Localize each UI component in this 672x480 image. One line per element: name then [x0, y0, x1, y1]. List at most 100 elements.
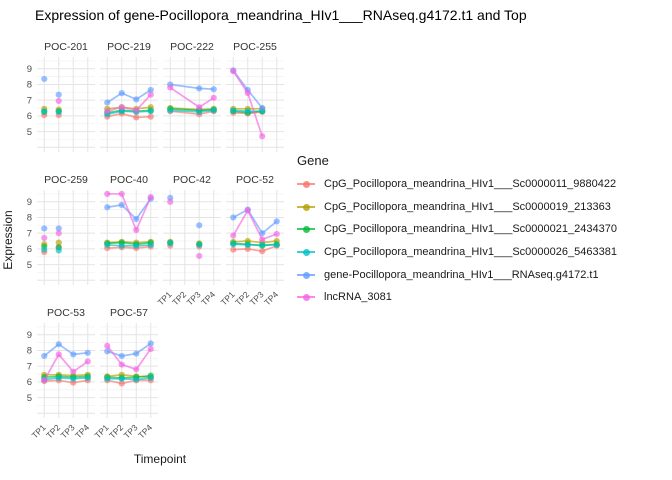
x-axis-title: Timepoint — [134, 452, 187, 466]
data-point — [167, 84, 174, 91]
data-point — [273, 218, 280, 225]
data-point — [259, 104, 266, 112]
data-point — [259, 248, 266, 255]
data-point — [104, 342, 111, 349]
data-point — [55, 97, 62, 105]
data-point — [104, 108, 111, 115]
x-tick-label: TP4 — [73, 422, 91, 440]
data-point — [230, 68, 237, 75]
facet-strip-label: POC-259 — [44, 174, 88, 186]
series-line — [106, 342, 152, 357]
data-point — [259, 236, 266, 243]
y-tick-label: 9 — [27, 197, 32, 208]
series-line — [107, 193, 152, 233]
series-line — [107, 245, 151, 249]
data-point — [41, 234, 48, 241]
series-line — [44, 375, 88, 379]
series-line — [44, 379, 88, 384]
facet-panel-POC-40: POC-40 — [100, 174, 158, 285]
series-line — [233, 243, 277, 246]
data-point — [273, 241, 280, 249]
x-tick-label: TP4 — [136, 422, 154, 440]
facet-strip-label: POC-40 — [110, 174, 148, 186]
data-point — [133, 242, 140, 249]
series-line — [170, 83, 214, 91]
data-point — [41, 246, 48, 253]
data-point — [259, 133, 266, 140]
data-point — [104, 241, 111, 249]
facet-strip-label: POC-201 — [44, 41, 88, 53]
data-point — [70, 368, 77, 375]
data-point — [118, 242, 125, 249]
data-point — [118, 361, 125, 368]
data-point — [118, 375, 125, 382]
legend-key-icon — [297, 200, 315, 214]
data-point — [196, 108, 203, 116]
data-point — [133, 366, 140, 373]
x-tick-label: TP4 — [199, 289, 217, 307]
data-point — [55, 239, 62, 246]
chart-title: Expression of gene-Pocillopora_meandrina… — [35, 7, 527, 23]
facet-strip-label: POC-52 — [236, 174, 274, 186]
data-point — [55, 351, 62, 358]
data-point — [70, 351, 77, 358]
data-point — [273, 230, 280, 238]
data-point — [244, 207, 251, 214]
facet-panel-POC-255: POC-255 — [226, 41, 284, 152]
data-point — [41, 225, 48, 232]
legend-item-label: CpG_Pocillopora_meandrina_HIv1___Sc00000… — [324, 223, 617, 236]
data-point — [147, 345, 154, 353]
series-line — [107, 110, 151, 116]
legend-item-3: CpG_Pocillopora_meandrina_HIv1___Sc00000… — [297, 241, 617, 264]
data-point — [133, 96, 140, 103]
data-point — [244, 90, 251, 97]
facet-panel-POC-201: POC-201 — [37, 41, 95, 152]
legend-item-5: lncRNA_3081 — [297, 286, 617, 309]
y-tick-label: 5 — [27, 260, 32, 271]
data-point — [70, 375, 77, 382]
data-point — [147, 193, 154, 201]
data-point — [133, 107, 140, 114]
data-point — [104, 190, 111, 198]
facet-strip-label: POC-57 — [110, 307, 148, 319]
y-tick-label: 6 — [27, 377, 32, 388]
data-point — [55, 374, 62, 382]
data-point — [55, 108, 62, 116]
y-tick-label: 9 — [27, 64, 32, 75]
data-point — [133, 226, 140, 234]
data-point — [230, 214, 237, 221]
series-line — [43, 352, 89, 381]
data-point — [55, 91, 62, 98]
data-point — [196, 85, 203, 92]
series-line — [106, 89, 152, 104]
y-tick-label: 6 — [27, 111, 32, 122]
series-line — [107, 377, 151, 381]
legend-item-label: CpG_Pocillopora_meandrina_HIv1___Sc00000… — [324, 246, 617, 259]
series-line — [107, 374, 151, 379]
series-line — [232, 208, 278, 235]
data-point — [118, 104, 125, 111]
y-tick-label: 5 — [27, 393, 32, 404]
data-point — [147, 91, 154, 98]
legend-item-1: CpG_Pocillopora_meandrina_HIv1___Sc00000… — [297, 196, 617, 219]
data-point — [84, 374, 91, 382]
data-point — [230, 107, 237, 114]
series-line — [106, 345, 152, 371]
series-line — [107, 379, 151, 385]
data-point — [133, 114, 140, 121]
legend-item-4: gene-Pocillopora_meandrina_HIv1___RNAseq… — [297, 263, 617, 286]
series-line — [233, 240, 277, 244]
data-point — [259, 241, 266, 249]
data-point — [147, 340, 154, 347]
facet-strip-label: POC-53 — [47, 307, 85, 319]
data-point — [84, 358, 91, 365]
data-point — [167, 107, 174, 114]
series-line — [107, 112, 151, 119]
data-point — [104, 348, 111, 355]
facet-panel-POC-222: POC-222 — [163, 41, 221, 152]
series-line — [232, 208, 278, 241]
